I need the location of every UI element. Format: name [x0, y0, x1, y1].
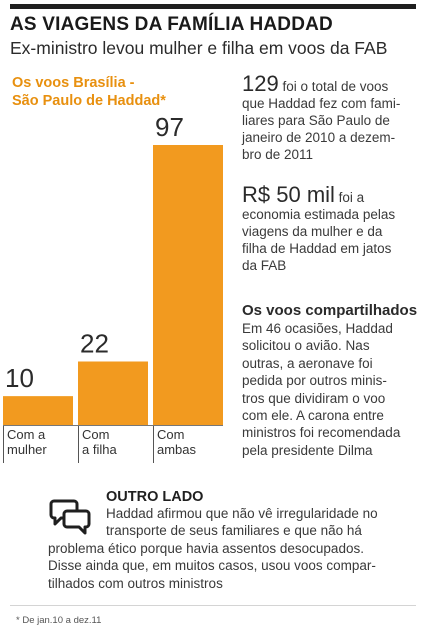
- fact-text-line: liares para São Paulo de: [242, 113, 390, 128]
- outro-text-line: tilhados com outros ministros: [48, 575, 223, 591]
- fact-number: 129: [242, 71, 279, 96]
- fact-text-line: foi a: [334, 190, 365, 205]
- fact-savings: R$ 50 mil foi a economia estimada pelas …: [242, 184, 422, 274]
- fact-text-line: bro de 2011: [242, 147, 314, 162]
- fact-number: R$ 50 mil: [242, 182, 335, 207]
- shared-text-line: tros que dividiram o voo: [242, 390, 386, 406]
- bar-value-label: 97: [155, 112, 184, 142]
- shared-text-line: pela presidente Dilma: [242, 442, 373, 458]
- shared-text-line: ministros foi recomendada: [242, 425, 401, 441]
- bar-value-label: 10: [5, 363, 34, 393]
- chart-title: Os voos Brasília - São Paulo de Haddad*: [12, 74, 232, 110]
- bottom-rule: [10, 605, 416, 606]
- category-label: Com: [82, 427, 109, 442]
- fact-text-line: viagens da mulher e da: [242, 224, 383, 239]
- bar: [3, 396, 73, 425]
- speech-bubbles-icon: [49, 499, 91, 535]
- category-label: ambas: [157, 442, 197, 457]
- outro-text-line: transporte de seus familiares e que não …: [106, 523, 362, 539]
- outro-text-line: Haddad afirmou que não vê irregularidade…: [106, 506, 378, 521]
- category-label: mulher: [7, 442, 47, 457]
- shared-flights-box: Os voos compartilhados Em 46 ocasiões, H…: [242, 302, 422, 459]
- shared-text-line: com ele. A carona entre: [242, 408, 384, 424]
- footnote: * De jan.10 a dez.11: [16, 615, 102, 626]
- fact-text-line: janeiro de 2010 a dezem-: [242, 130, 396, 145]
- outro-text-line: problema ético porque havia assentos des…: [48, 540, 364, 556]
- page-subtitle: Ex-ministro levou mulher e filha em voos…: [10, 38, 388, 58]
- shared-flights-text: Em 46 ocasiões, Haddad solicitou o avião…: [242, 320, 422, 459]
- chart-title-line: São Paulo de Haddad*: [12, 93, 166, 109]
- shared-flights-title: Os voos compartilhados: [242, 302, 418, 319]
- shared-text-line: pedida por outros minis-: [242, 373, 387, 389]
- bar: [153, 145, 223, 425]
- fact-text-line: foi o total de voos: [278, 79, 389, 94]
- outro-lado-text: Haddad afirmou que não vê irregularidade…: [0, 505, 426, 592]
- shared-text-line: solicitou o avião. Nas: [242, 338, 370, 354]
- category-label: Com a: [7, 427, 46, 442]
- chart-title-line: Os voos Brasília -: [12, 75, 135, 91]
- bar-value-label: 22: [80, 328, 109, 358]
- fact-text-line: da FAB: [242, 258, 287, 273]
- shared-text-line: outras, a aeronave foi: [242, 355, 373, 371]
- top-rule: [10, 4, 416, 9]
- shared-text-line: Em 46 ocasiões, Haddad: [242, 321, 393, 336]
- fact-total-flights: 129 foi o total de voos que Haddad fez c…: [242, 73, 422, 163]
- bar: [78, 361, 148, 425]
- category-label: a filha: [82, 442, 117, 457]
- outro-lado-title: OUTRO LADO: [106, 489, 204, 505]
- outro-text-line: Disse ainda que, em muitos casos, usou v…: [48, 558, 376, 574]
- category-label: Com: [157, 427, 184, 442]
- fact-text-line: economia estimada pelas: [242, 207, 396, 222]
- fact-text-line: que Haddad fez com fami-: [242, 96, 401, 111]
- fact-text-line: filha de Haddad em jatos: [242, 241, 392, 256]
- page-title: AS VIAGENS DA FAMÍLIA HADDAD: [10, 14, 333, 35]
